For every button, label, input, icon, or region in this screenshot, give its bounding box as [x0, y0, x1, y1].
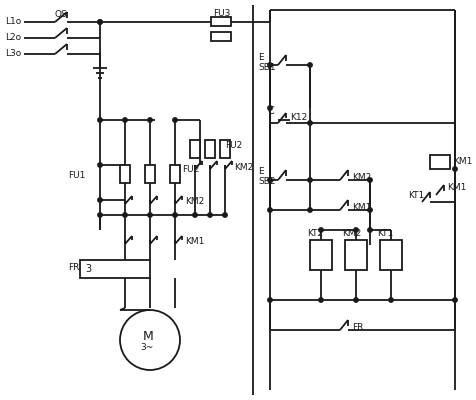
Circle shape	[172, 118, 177, 122]
Circle shape	[353, 298, 357, 302]
Circle shape	[267, 106, 272, 110]
Circle shape	[148, 118, 152, 122]
Circle shape	[318, 298, 323, 302]
Bar	[80, 260, 149, 278]
Text: K12: K12	[289, 114, 307, 122]
Text: KM1: KM1	[452, 158, 471, 166]
Text: SB1: SB1	[258, 62, 275, 72]
Text: FR: FR	[68, 264, 79, 272]
Circle shape	[148, 213, 152, 217]
Text: E: E	[258, 52, 263, 62]
Bar	[210, 17, 230, 26]
Circle shape	[307, 178, 312, 182]
Bar	[210, 32, 230, 41]
Circle shape	[222, 213, 227, 217]
Circle shape	[367, 178, 371, 182]
Circle shape	[122, 213, 127, 217]
Circle shape	[122, 118, 127, 122]
Bar	[205, 140, 215, 158]
Text: SB2: SB2	[258, 178, 275, 186]
Text: KM2: KM2	[351, 172, 370, 182]
Text: C: C	[268, 106, 274, 116]
Text: KM2: KM2	[341, 230, 360, 238]
Circle shape	[172, 213, 177, 217]
Bar	[219, 140, 229, 158]
Text: KT2: KT2	[307, 230, 322, 238]
Text: KM2: KM2	[185, 198, 204, 206]
Circle shape	[267, 298, 272, 302]
Circle shape	[307, 63, 312, 67]
Bar	[189, 140, 199, 158]
Text: 3: 3	[85, 264, 91, 274]
Circle shape	[267, 63, 272, 67]
Circle shape	[452, 298, 456, 302]
Text: KT1: KT1	[407, 190, 423, 200]
Text: M: M	[143, 330, 153, 344]
Text: KM1: KM1	[185, 236, 204, 246]
Bar	[120, 165, 130, 183]
Circle shape	[388, 298, 392, 302]
Text: KM2: KM2	[234, 162, 253, 172]
Text: FU3: FU3	[213, 8, 230, 18]
Circle shape	[192, 213, 197, 217]
Circle shape	[307, 121, 312, 125]
Bar	[169, 165, 179, 183]
Text: FU2: FU2	[182, 166, 199, 174]
Circle shape	[98, 20, 102, 24]
Text: QS: QS	[55, 10, 68, 18]
Text: L2o: L2o	[5, 34, 21, 42]
Text: L3o: L3o	[5, 50, 21, 58]
Text: KM1: KM1	[446, 184, 466, 192]
Text: E: E	[258, 168, 263, 176]
Circle shape	[98, 213, 102, 217]
Circle shape	[267, 178, 272, 182]
Circle shape	[353, 228, 357, 232]
Text: FU2: FU2	[225, 140, 242, 150]
Circle shape	[208, 213, 212, 217]
Bar	[429, 155, 449, 169]
Circle shape	[452, 167, 456, 171]
Circle shape	[98, 163, 102, 167]
Bar	[379, 240, 401, 270]
Text: FU1: FU1	[68, 170, 85, 180]
Circle shape	[98, 20, 102, 24]
Circle shape	[98, 118, 102, 122]
Bar	[145, 165, 155, 183]
Text: KM1: KM1	[351, 202, 371, 212]
Text: L1o: L1o	[5, 18, 21, 26]
Circle shape	[367, 208, 371, 212]
Circle shape	[98, 198, 102, 202]
Bar	[309, 240, 331, 270]
Circle shape	[367, 228, 371, 232]
Circle shape	[307, 208, 312, 212]
Text: FR: FR	[351, 322, 363, 332]
Text: 3~: 3~	[140, 344, 153, 352]
Circle shape	[267, 208, 272, 212]
Bar	[344, 240, 366, 270]
Circle shape	[318, 228, 323, 232]
Text: KT1: KT1	[376, 230, 392, 238]
